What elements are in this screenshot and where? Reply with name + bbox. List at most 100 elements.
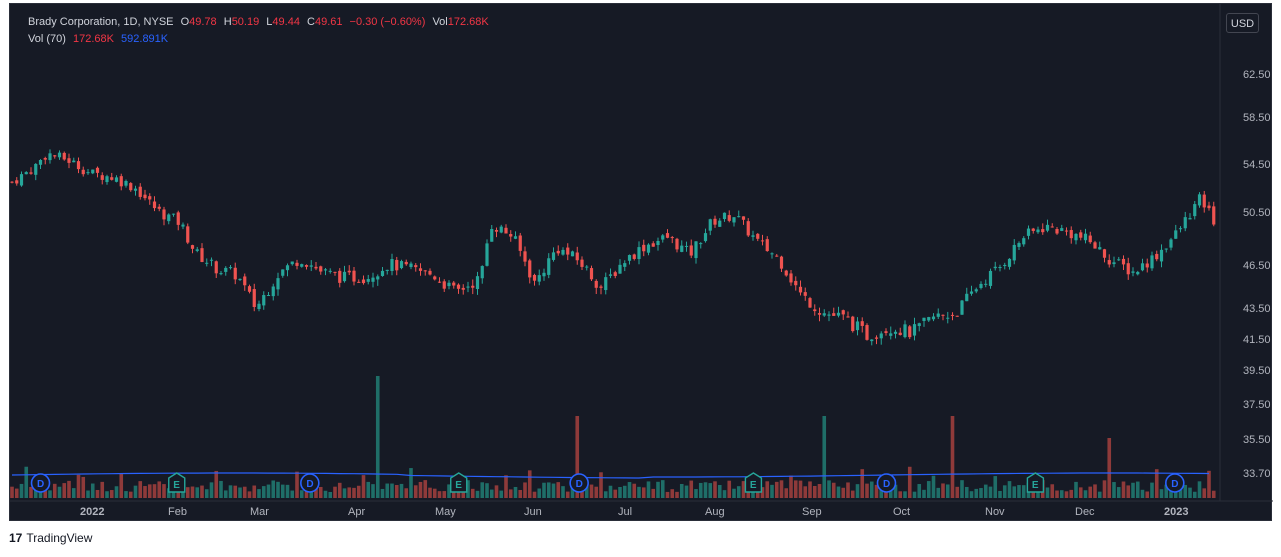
candle	[969, 291, 974, 294]
volume-bar	[1036, 490, 1040, 498]
symbol-legend: Brady Corporation, 1D, NYSE O49.78 H50.1…	[28, 16, 493, 28]
candle	[532, 274, 537, 281]
candle	[1060, 228, 1064, 231]
candle	[646, 244, 651, 253]
candle	[262, 295, 266, 306]
candle	[176, 212, 180, 225]
price-tick-label: 46.50	[1243, 260, 1271, 272]
vol-ma-label[interactable]: Vol (70)	[28, 33, 66, 45]
time-tick-label: May	[435, 506, 456, 518]
volume-bar	[323, 490, 328, 498]
chart-frame[interactable]: 62.50 58.50 54.50 50.50 46.50 43.50 41.50 39.50…	[9, 3, 1273, 522]
candle	[518, 235, 522, 251]
volume-bar	[888, 487, 893, 498]
volume-bar	[960, 480, 964, 498]
volume-bar	[428, 487, 432, 498]
volume-bar	[884, 491, 888, 498]
candle	[927, 317, 931, 321]
candle	[1098, 247, 1102, 250]
dividend-marker-label: D	[306, 479, 313, 490]
candle	[485, 243, 489, 266]
candle	[81, 169, 85, 175]
volume-bar	[1173, 487, 1178, 498]
price-tick-label: 37.50	[1243, 399, 1271, 411]
volume-bar	[109, 490, 114, 498]
volume-bar	[817, 484, 822, 498]
volume-bar	[632, 483, 637, 498]
candle	[779, 256, 784, 269]
candle	[233, 267, 237, 280]
price-tick-label: 39.50	[1243, 365, 1271, 377]
candle	[523, 251, 527, 262]
volume-bar	[1083, 490, 1088, 498]
candle	[300, 264, 304, 267]
volume-bar	[437, 491, 442, 498]
footer-branding[interactable]: 17 TradingView	[9, 531, 92, 545]
volume-bar	[1059, 490, 1064, 498]
symbol-title[interactable]: Brady Corporation, 1D, NYSE	[28, 16, 174, 28]
candlestick-chart[interactable]: 62.50 58.50 54.50 50.50 46.50 43.50 41.50 39.50…	[10, 4, 1273, 522]
volume-bar	[242, 486, 247, 498]
candle	[1178, 228, 1183, 230]
volume-bar	[969, 491, 974, 498]
candle	[333, 271, 337, 273]
candle	[1159, 249, 1164, 262]
volume-bar	[779, 480, 784, 498]
candle	[528, 260, 532, 278]
candle	[889, 333, 893, 336]
volume-bar	[204, 489, 209, 498]
candle	[129, 183, 133, 191]
volume-bar	[1078, 487, 1083, 498]
volume-bar	[670, 489, 675, 498]
volume-bar	[713, 481, 717, 498]
candle	[1088, 235, 1092, 243]
candle	[409, 263, 413, 268]
volume-bar	[589, 484, 594, 498]
volume-bar	[1164, 484, 1169, 498]
candle	[689, 245, 693, 256]
candle	[143, 194, 147, 199]
volume-bar	[337, 482, 342, 498]
volume-bar	[200, 485, 204, 498]
volume-bar	[276, 481, 280, 498]
volume-bar	[133, 485, 138, 498]
volume-bar	[266, 484, 271, 498]
candle	[794, 280, 798, 286]
volume-bar	[356, 485, 361, 498]
volume-bar	[565, 491, 570, 498]
currency-button[interactable]: USD	[1226, 13, 1259, 33]
candle	[865, 325, 869, 340]
volume-bar	[603, 491, 608, 498]
candle	[547, 258, 551, 275]
volume-bar	[732, 488, 736, 498]
candle	[157, 206, 161, 209]
time-tick-label: Oct	[893, 506, 910, 518]
volume-bar	[855, 484, 860, 498]
volume-bar	[299, 490, 304, 498]
candle	[756, 233, 760, 239]
volume-bar	[608, 485, 613, 498]
volume-bar	[1207, 470, 1211, 498]
candle	[466, 286, 470, 288]
volume-bar	[470, 488, 475, 498]
volume-bar	[679, 483, 684, 498]
candle	[694, 241, 698, 259]
volume-bar	[1074, 481, 1078, 498]
candle	[276, 278, 280, 290]
open-value: 49.78	[189, 16, 217, 28]
volume-bar	[827, 480, 831, 498]
candle	[34, 163, 38, 175]
candle	[1145, 263, 1149, 268]
volume-bar	[1178, 487, 1183, 498]
open-label: O	[180, 16, 190, 28]
volume-bar	[404, 488, 409, 498]
candle	[827, 314, 831, 316]
volume-bar	[784, 488, 789, 498]
volume-bar	[105, 491, 109, 498]
candle	[817, 313, 822, 315]
candle	[604, 277, 608, 291]
candle	[1055, 229, 1059, 234]
candle	[737, 216, 741, 218]
volume-bar	[10, 486, 14, 498]
candle	[984, 283, 988, 285]
